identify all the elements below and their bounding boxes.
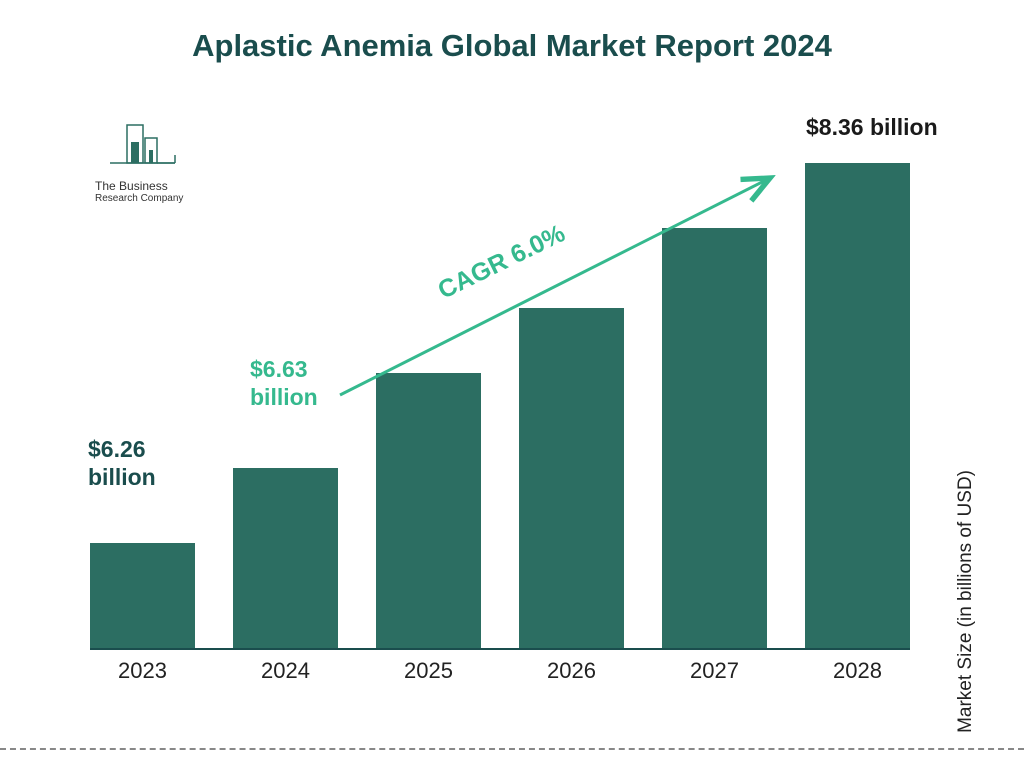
bar xyxy=(233,468,338,648)
bar xyxy=(805,163,910,648)
bar-wrap: 2026 xyxy=(519,308,624,648)
x-axis-label: 2028 xyxy=(798,658,918,684)
bar-wrap: 2024 xyxy=(233,468,338,648)
bar xyxy=(662,228,767,648)
x-axis-label: 2025 xyxy=(369,658,489,684)
x-axis-label: 2024 xyxy=(226,658,346,684)
bar xyxy=(519,308,624,648)
chart-area: 202320242025202620272028 Market Size (in… xyxy=(90,110,940,690)
bar-wrap: 2023 xyxy=(90,543,195,648)
value-label: $6.63billion xyxy=(250,356,318,411)
value-label: $8.36 billion xyxy=(806,114,938,142)
bar-wrap: 2025 xyxy=(376,373,481,648)
x-axis-label: 2026 xyxy=(512,658,632,684)
bar xyxy=(90,543,195,648)
x-axis-label: 2027 xyxy=(655,658,775,684)
bar-wrap: 2027 xyxy=(662,228,767,648)
bar-container: 2023 2024 2025 2026 2027 2028 xyxy=(90,110,910,650)
bar xyxy=(376,373,481,648)
x-axis-label: 2023 xyxy=(83,658,203,684)
bar-wrap: 2028 xyxy=(805,163,910,648)
y-axis-label: Market Size (in billions of USD) xyxy=(955,470,977,733)
footer-dashed-line xyxy=(0,748,1024,750)
value-label: $6.26billion xyxy=(88,436,156,491)
chart-title: Aplastic Anemia Global Market Report 202… xyxy=(0,0,1024,64)
